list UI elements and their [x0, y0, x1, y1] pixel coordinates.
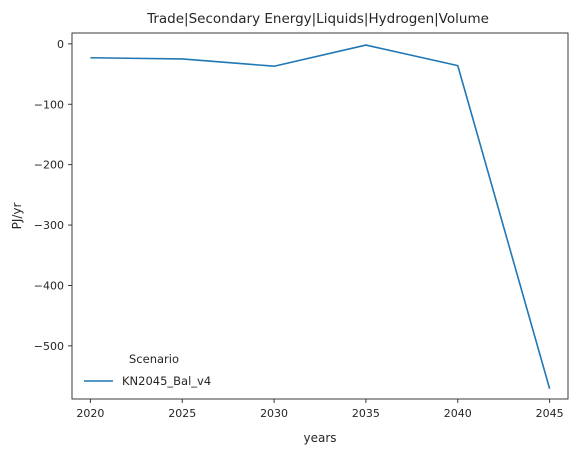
y-tick-label: −100 — [34, 98, 64, 111]
y-axis-label: PJ/yr — [10, 203, 24, 230]
legend: Scenario KN2045_Bal_v4 — [84, 352, 211, 388]
y-axis: 0 −100 −200 −300 −400 −500 — [34, 38, 72, 353]
legend-entry-label: KN2045_Bal_v4 — [122, 374, 211, 388]
y-tick-label: −300 — [34, 219, 64, 232]
x-axis: 2020 2025 2030 2035 2040 2045 — [76, 399, 564, 420]
x-tick-label: 2035 — [352, 407, 380, 420]
y-tick-label: −400 — [34, 279, 64, 292]
legend-title: Scenario — [129, 352, 179, 366]
x-tick-label: 2045 — [536, 407, 564, 420]
y-tick-label: 0 — [57, 38, 64, 51]
axes-frame — [71, 32, 569, 400]
x-tick-label: 2040 — [444, 407, 472, 420]
y-tick-label: −500 — [34, 340, 64, 353]
x-tick-label: 2025 — [168, 407, 196, 420]
x-axis-label: years — [303, 431, 336, 445]
chart-title: Trade|Secondary Energy|Liquids|Hydrogen|… — [146, 11, 489, 27]
plot-area — [90, 44, 551, 389]
series-line — [90, 44, 551, 389]
y-tick-label: −200 — [34, 159, 64, 172]
x-tick-label: 2020 — [76, 407, 104, 420]
x-tick-label: 2030 — [260, 407, 288, 420]
